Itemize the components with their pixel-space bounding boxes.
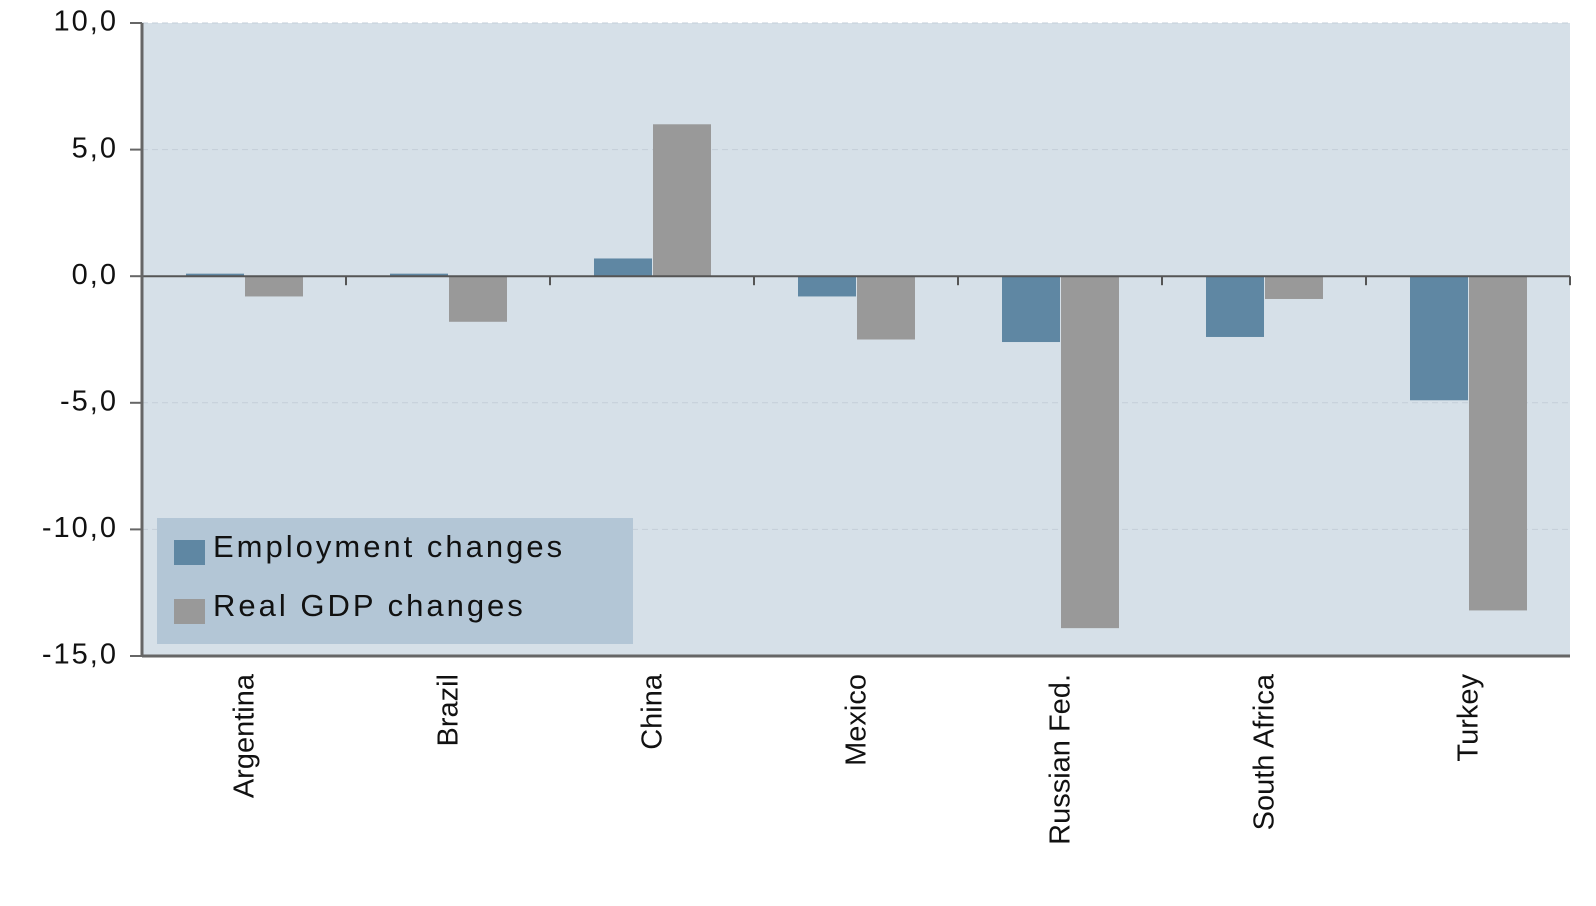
y-tick-label: -10,0 bbox=[42, 512, 118, 544]
y-tick-label: 0,0 bbox=[72, 259, 118, 291]
bar bbox=[449, 276, 507, 322]
bar bbox=[1410, 276, 1468, 401]
legend-box bbox=[157, 518, 633, 644]
y-tick-label: -15,0 bbox=[42, 639, 118, 671]
bar bbox=[1206, 276, 1264, 337]
bar bbox=[1061, 276, 1119, 629]
x-tick-label: Mexico bbox=[841, 674, 873, 766]
bar bbox=[653, 124, 711, 277]
y-tick-label: 10,0 bbox=[54, 6, 118, 38]
legend-label: Employment changes bbox=[213, 529, 565, 564]
legend-swatch bbox=[174, 599, 205, 624]
x-tick-label: China bbox=[637, 673, 669, 750]
x-tick-label: Argentina bbox=[229, 673, 261, 798]
bar bbox=[390, 273, 448, 277]
bar bbox=[1469, 276, 1527, 611]
bar bbox=[245, 276, 303, 297]
bar bbox=[857, 276, 915, 340]
legend-swatch bbox=[174, 540, 205, 565]
y-tick-label: -5,0 bbox=[60, 385, 118, 417]
bar bbox=[1265, 276, 1323, 299]
bar bbox=[186, 273, 244, 277]
legend-label: Real GDP changes bbox=[213, 588, 526, 623]
y-tick-label: 5,0 bbox=[72, 132, 118, 164]
x-tick-label: Turkey bbox=[1453, 674, 1485, 762]
bar bbox=[594, 258, 652, 277]
x-tick-label: Brazil bbox=[433, 674, 465, 747]
x-tick-label: South Africa bbox=[1249, 673, 1281, 830]
x-tick-label: Russian Fed. bbox=[1045, 674, 1077, 845]
bar bbox=[1002, 276, 1060, 343]
bar bbox=[798, 276, 856, 297]
